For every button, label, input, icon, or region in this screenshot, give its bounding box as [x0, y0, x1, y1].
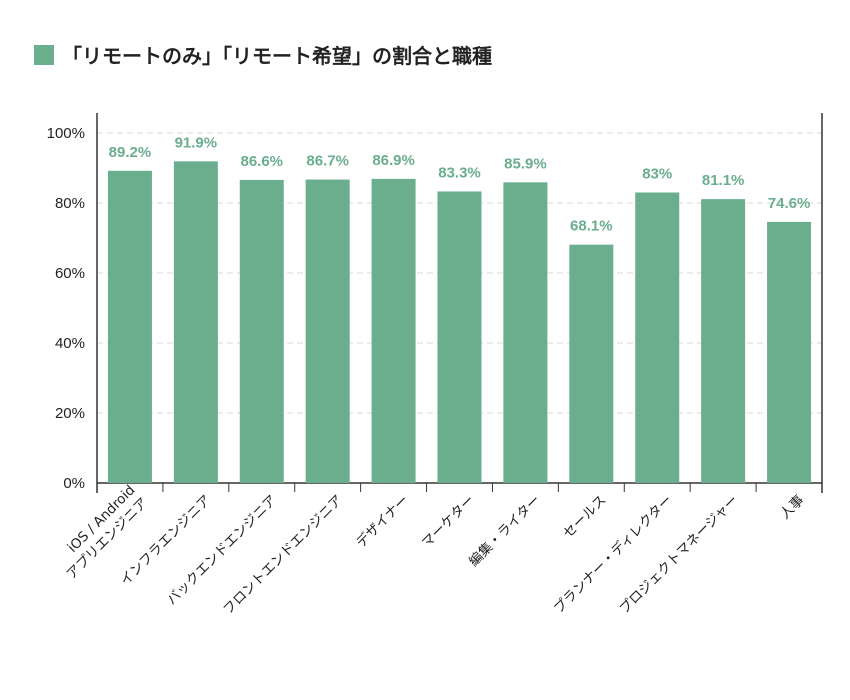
- data-label: 85.9%: [504, 155, 547, 172]
- data-label: 86.9%: [372, 152, 415, 169]
- data-label: 86.7%: [306, 153, 349, 170]
- bar: [239, 179, 284, 483]
- bar: [635, 192, 680, 483]
- legend: 「リモートのみ」「リモート希望」の割合と職種: [34, 40, 492, 69]
- data-label: 89.2%: [109, 144, 152, 161]
- category-label: プランナー・ディレクター: [550, 491, 676, 617]
- y-tick-label: 40%: [55, 335, 85, 352]
- category-label: プロジェクトマネージャー: [616, 492, 741, 617]
- x-tick-label: 人事: [777, 492, 807, 522]
- y-tick-label: 100%: [47, 125, 85, 142]
- y-tick-label: 60%: [55, 265, 85, 282]
- bar: [305, 179, 350, 484]
- x-tick-label: 編集・ライター: [466, 492, 544, 570]
- bar: [371, 178, 416, 483]
- data-label: 83.3%: [438, 164, 481, 181]
- bar: [767, 221, 812, 483]
- x-tick-label: マーケター: [419, 492, 478, 551]
- legend-swatch: [34, 44, 54, 65]
- category-label: セールス: [560, 492, 609, 541]
- category-label: 編集・ライター: [466, 492, 544, 570]
- y-tick-label: 20%: [55, 405, 85, 422]
- x-tick-label: プロジェクトマネージャー: [616, 492, 741, 617]
- data-label: 86.6%: [240, 153, 283, 170]
- y-tick-label: 0%: [63, 475, 85, 492]
- category-label: バックエンドエンジニア: [164, 492, 280, 608]
- x-tick-label: セールス: [560, 492, 609, 541]
- data-label: 91.9%: [175, 134, 218, 151]
- bar: [701, 199, 746, 483]
- data-label: 68.1%: [570, 218, 613, 235]
- y-tick-label: 80%: [55, 195, 85, 212]
- bar: [569, 244, 614, 483]
- x-tick-label: バックエンドエンジニア: [164, 492, 280, 608]
- data-label: 83%: [642, 166, 672, 183]
- data-label: 74.6%: [768, 195, 811, 212]
- category-label: フロントエンドエンジニア: [220, 492, 346, 618]
- bar: [173, 161, 218, 483]
- category-label: デザイナー: [352, 491, 412, 551]
- x-tick-label: フロントエンドエンジニア: [220, 492, 346, 618]
- category-label: マーケター: [419, 492, 478, 551]
- bar: [503, 182, 548, 483]
- bar: [437, 191, 482, 483]
- x-tick-label: プランナー・ディレクター: [550, 491, 676, 617]
- category-label: 人事: [777, 492, 807, 522]
- data-label: 81.1%: [702, 172, 745, 189]
- chart-title: 「リモートのみ」「リモート希望」の割合と職種: [62, 44, 492, 68]
- bar: [107, 170, 152, 484]
- x-tick-label: デザイナー: [352, 491, 412, 551]
